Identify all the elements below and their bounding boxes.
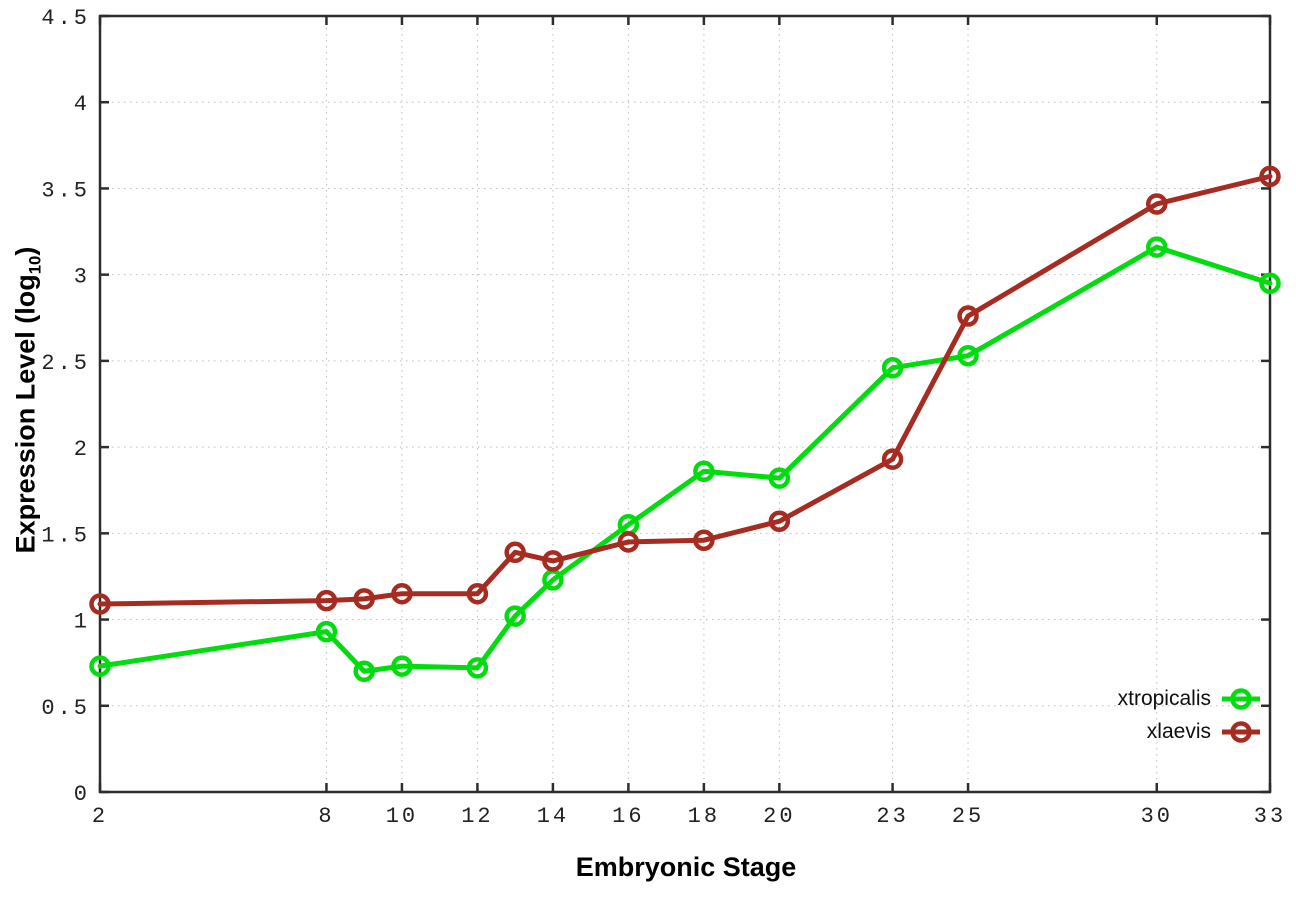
legend-label-xlaevis: xlaevis — [1146, 719, 1211, 743]
y-tick-label: 4.5 — [41, 6, 90, 31]
y-axis-title-subscript: 10 — [25, 255, 45, 275]
x-tick-label: 8 — [318, 804, 334, 829]
data-point-xtropicalis — [1146, 236, 1168, 258]
data-point-xlaevis — [881, 448, 904, 470]
x-tick-label: 2 — [92, 804, 108, 829]
data-point-xlaevis — [353, 588, 375, 610]
x-tick-label: 10 — [386, 804, 418, 829]
y-tick-label: 2.5 — [41, 351, 90, 376]
data-point-xlaevis — [391, 582, 413, 605]
plot-border — [98, 14, 1272, 794]
x-tick-label: 14 — [537, 804, 569, 829]
data-point-xtropicalis — [391, 655, 413, 677]
y-tick-label: 3 — [74, 265, 90, 290]
data-point-xlaevis — [957, 305, 979, 327]
x-tick-label: 20 — [763, 804, 795, 829]
legend-item-xlaevis: xlaevis — [1118, 716, 1260, 747]
x-tick-label: 16 — [612, 804, 644, 829]
y-tick-label: 1.5 — [41, 523, 90, 548]
data-point-xtropicalis — [504, 605, 526, 627]
data-point-xtropicalis — [353, 660, 375, 683]
data-point-xlaevis — [466, 582, 489, 605]
data-point-xtropicalis — [466, 657, 489, 679]
data-point-xlaevis — [617, 531, 640, 553]
x-tick-label: 12 — [461, 804, 493, 829]
y-tick-label: 0.5 — [41, 696, 90, 721]
xtropicalis-line-marker-icon — [1222, 687, 1260, 710]
y-axis-title-suffix: ) — [10, 246, 41, 256]
x-axis-title: Embryonic Stage — [575, 852, 797, 882]
data-point-xtropicalis — [89, 655, 111, 677]
y-tick-label: 2 — [74, 437, 90, 462]
data-point-xlaevis — [315, 589, 338, 612]
y-tick-label: 3.5 — [41, 178, 90, 203]
data-point-xtropicalis — [768, 467, 791, 489]
legend: xtropicalis xlaevis — [1118, 683, 1260, 747]
data-point-xlaevis — [504, 541, 526, 564]
x-tick-label: 25 — [952, 804, 984, 829]
legend-item-xtropicalis: xtropicalis — [1118, 683, 1260, 714]
data-point-xlaevis — [768, 510, 791, 533]
y-tick-label: 0 — [74, 782, 90, 807]
data-point-xlaevis — [693, 529, 715, 551]
xlaevis-line-marker-icon — [1222, 720, 1260, 743]
y-axis-title-text: Expression Level (log — [10, 274, 41, 554]
data-point-xlaevis — [1146, 193, 1168, 215]
data-point-xtropicalis — [1259, 272, 1281, 295]
x-tick-label: 23 — [876, 804, 908, 829]
data-point-xlaevis — [89, 593, 111, 615]
data-point-xtropicalis — [693, 460, 715, 483]
data-point-xtropicalis — [881, 357, 904, 379]
data-point-xlaevis — [1259, 165, 1281, 188]
y-tick-label: 1 — [74, 610, 90, 635]
x-tick-label: 30 — [1141, 804, 1173, 829]
data-point-xtropicalis — [315, 620, 338, 643]
data-point-xlaevis — [542, 550, 564, 572]
series-line-xlaevis — [97, 173, 1273, 607]
y-axis-title: Expression Level (log10) — [11, 247, 46, 554]
x-tick-label: 33 — [1254, 804, 1286, 829]
data-point-xtropicalis — [957, 344, 979, 367]
x-tick-label: 18 — [688, 804, 720, 829]
legend-label-xtropicalis: xtropicalis — [1117, 686, 1211, 710]
series-line-xtropicalis — [97, 244, 1273, 674]
y-tick-label: 4 — [74, 92, 90, 117]
